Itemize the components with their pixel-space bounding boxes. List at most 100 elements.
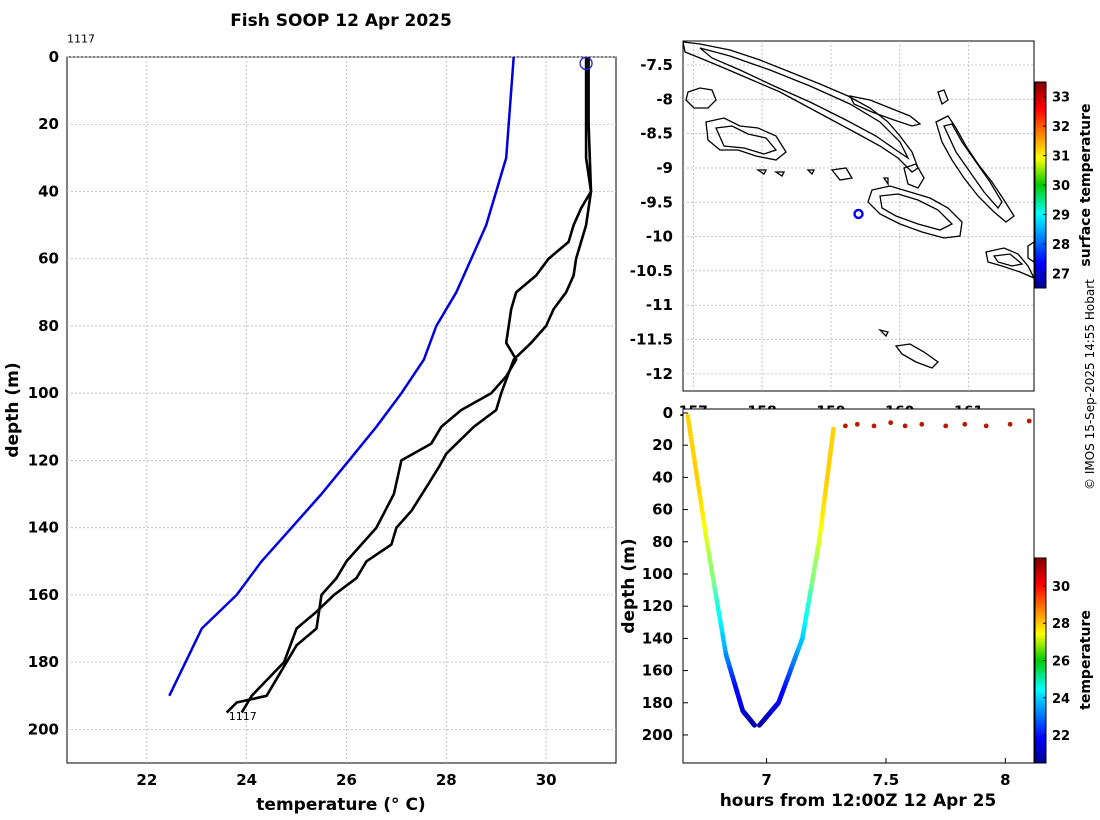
coast-island-east: [1027, 241, 1034, 263]
timedepth-ytick-20: 20: [652, 436, 673, 454]
profile-xtick-30: 30: [536, 771, 557, 789]
coast-islet-5: [882, 177, 889, 187]
map-plot-area: [682, 40, 1035, 392]
timedepth-surface-point: [902, 423, 908, 429]
map-cbar-tick-33: 33: [1052, 91, 1070, 106]
map-grid: [683, 41, 1034, 391]
profile-series-0: [168, 56, 515, 697]
timedepth-ytick-60: 60: [652, 501, 673, 519]
timedepth-surface-point: [962, 421, 968, 427]
map-ytick--7.5: -7.5: [640, 56, 673, 74]
timedepth-point: [831, 426, 836, 432]
timedepth-cbar-tick-28: 28: [1052, 617, 1070, 632]
map-ytick--10.5: -10.5: [630, 262, 673, 280]
timedepth-surface-point: [854, 421, 860, 427]
timedepth-surface-point: [919, 421, 925, 427]
profile-ytick-20: 20: [38, 115, 59, 133]
timedepth-points: [685, 413, 1032, 728]
profile-ytick-40: 40: [38, 182, 59, 200]
timedepth-ytick-100: 100: [642, 565, 673, 583]
coast-islet-1: [937, 89, 949, 106]
profile-ylabel: depth (m): [3, 362, 23, 457]
profile-ytick-200: 200: [28, 720, 59, 738]
profile-ytick-180: 180: [28, 653, 59, 671]
coast-island-malaita-inner: [992, 253, 1024, 267]
profile-series-2: [225, 57, 593, 714]
map-cbar-tick-27: 27: [1052, 267, 1070, 282]
profile-ytick-80: 80: [38, 317, 59, 335]
timedepth-cbar-tick-30: 30: [1052, 580, 1070, 595]
timedepth-surface-point: [983, 423, 989, 429]
timedepth-ytick-200: 200: [642, 726, 673, 744]
timedepth-xtick-7: 7: [761, 771, 771, 789]
profile-annotation-1: 1117: [229, 710, 257, 723]
timedepth-plot-area: [682, 408, 1035, 764]
map-cbar-tick-28: 28: [1052, 238, 1070, 253]
coast-island-santaisabel-inner: [943, 123, 1003, 210]
profile-ytick-120: 120: [28, 451, 59, 469]
timedepth-ytick-180: 180: [642, 694, 673, 712]
profile-ticks: 22 24 26 28 30 0 20 40 60 80 100 120 140 160 180 200: [28, 48, 557, 789]
timedepth-ytick-80: 80: [652, 533, 673, 551]
coast-island-bellona: [877, 328, 889, 338]
map-ytick--9: -9: [656, 159, 673, 177]
timedepth-ytick-120: 120: [642, 597, 673, 615]
timedepth-colorbar-label: temperature: [1078, 610, 1094, 710]
coast-islet-4: [773, 171, 786, 177]
chart-title: Fish SOOP 12 Apr 2025: [230, 11, 452, 31]
timedepth-surface-point: [1007, 421, 1013, 427]
timedepth-point: [752, 722, 757, 728]
profile-xlabel: temperature (° C): [256, 795, 425, 815]
coast-island-guadalcanal: [867, 185, 963, 239]
map-ytick--11.5: -11.5: [630, 331, 673, 349]
coast-island-newgeorgia-inner: [715, 125, 778, 155]
timedepth-ytick-140: 140: [642, 629, 673, 647]
credit-text: © IMOS 15-Sep-2025 14:55 Hobart: [1083, 279, 1097, 490]
map-cbar-tick-29: 29: [1052, 208, 1070, 223]
coast-island-guadalcanal-inner: [879, 193, 954, 231]
map-position-marker: [853, 208, 864, 220]
coast-island-west: [685, 87, 717, 109]
map-cbar-tick-31: 31: [1052, 150, 1070, 165]
timedepth-surface-point: [943, 423, 949, 429]
profile-ytick-100: 100: [28, 384, 59, 402]
profile-annotation-0: 1117: [67, 33, 95, 46]
profile-plot-area: [66, 56, 617, 764]
timedepth-xtick-7.5: 7.5: [873, 771, 900, 789]
coast-island-rennell: [894, 343, 940, 369]
timedepth-surface-point: [1026, 418, 1032, 424]
map-coastlines: [683, 41, 1034, 369]
profile-ytick-160: 160: [28, 586, 59, 604]
timedepth-cbar-tick-24: 24: [1052, 692, 1070, 707]
timedepth-surface-point: [888, 420, 894, 426]
map-ytick--12: -12: [646, 365, 673, 383]
map-ytick--10: -10: [646, 228, 673, 246]
map-ytick--9.5: -9.5: [640, 193, 673, 211]
coast-island-bougainville-inner: [699, 47, 910, 160]
profile-xtick-28: 28: [436, 771, 457, 789]
timedepth-cbar-tick-26: 26: [1052, 655, 1070, 670]
coast-island-bougainville: [683, 41, 919, 173]
map-colorbar: 27 28 29 30 31 32 33: [1034, 81, 1070, 289]
coast-islet-2: [755, 169, 768, 175]
coast-island-newgeorgia: [705, 117, 787, 161]
map-panel: 157158159160161-7.5-8-8.5-9-9.5-10-10.5-…: [630, 40, 1094, 420]
coast-islet-6: [806, 169, 816, 176]
timedepth-ytick-160: 160: [642, 662, 673, 680]
map-ytick--8.5: -8.5: [640, 125, 673, 143]
timedepth-surface-point: [843, 423, 848, 429]
coast-island-florida: [903, 163, 925, 189]
timedepth-ytick-40: 40: [652, 468, 673, 486]
coast-island-choiseul: [848, 95, 922, 127]
map-cbar-tick-30: 30: [1052, 179, 1070, 194]
profile-lines: 1117 1117: [67, 33, 593, 723]
timedepth-xtick-8: 8: [1000, 771, 1010, 789]
profile-ytick-60: 60: [38, 250, 59, 268]
timedepth-ylabel: depth (m): [619, 538, 639, 633]
coast-island-malaita: [985, 247, 1034, 279]
map-ytick--11: -11: [646, 296, 673, 314]
timedepth-xlabel: hours from 12:00Z 12 Apr 25: [720, 791, 997, 811]
